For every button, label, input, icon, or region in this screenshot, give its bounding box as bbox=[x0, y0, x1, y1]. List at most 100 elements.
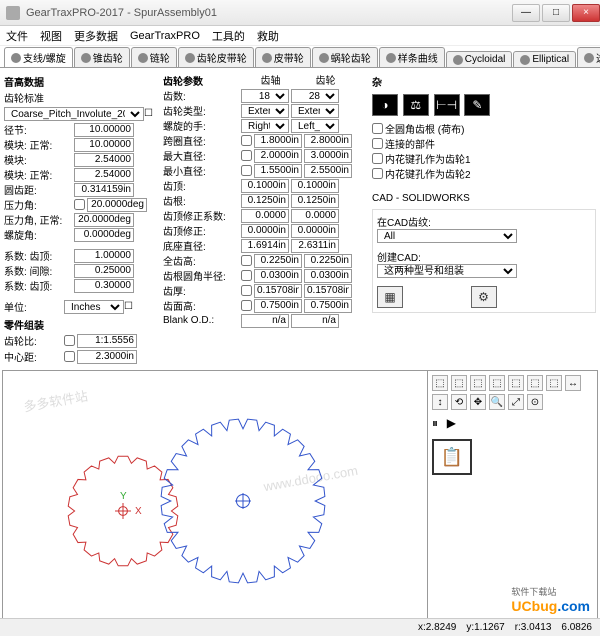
mid-a-3[interactable] bbox=[254, 134, 302, 148]
mid-b-2[interactable]: Left_Hand bbox=[291, 119, 339, 133]
mid-a-5[interactable] bbox=[254, 164, 302, 178]
mid-b-10[interactable] bbox=[291, 239, 339, 253]
mid-cb-5[interactable] bbox=[241, 165, 252, 176]
view-front-icon[interactable]: ⬚ bbox=[451, 375, 467, 391]
maximize-button[interactable]: □ bbox=[542, 4, 570, 22]
menu-geartrax[interactable]: GearTraxPRO bbox=[130, 30, 200, 42]
mid-a-2[interactable]: Right_Han bbox=[241, 119, 289, 133]
view-top-icon[interactable]: ⬚ bbox=[489, 375, 505, 391]
minimize-button[interactable]: — bbox=[512, 4, 540, 22]
view-zoom-icon[interactable]: 🔍 bbox=[489, 394, 505, 410]
tab-1[interactable]: 锥齿轮 bbox=[74, 47, 130, 67]
left-field-3[interactable] bbox=[74, 168, 134, 182]
mid-b-4[interactable] bbox=[304, 149, 352, 163]
menu-file[interactable]: 文件 bbox=[6, 28, 28, 44]
pause-button[interactable]: ⏸ bbox=[432, 416, 438, 430]
tab-4[interactable]: 皮带轮 bbox=[255, 47, 311, 67]
misc-check-3[interactable] bbox=[372, 168, 383, 179]
menu-moredata[interactable]: 更多数据 bbox=[74, 28, 118, 44]
mid-b-12[interactable] bbox=[304, 269, 352, 283]
mid-a-4[interactable] bbox=[254, 149, 302, 163]
view-wire-icon[interactable]: ⬚ bbox=[527, 375, 543, 391]
mid-a-9[interactable] bbox=[241, 224, 289, 238]
mid-cb-12[interactable] bbox=[241, 270, 252, 281]
ratio-field[interactable] bbox=[77, 334, 137, 348]
left-cb-5[interactable] bbox=[74, 199, 85, 210]
tab-2[interactable]: 链轮 bbox=[131, 47, 177, 67]
cad-select[interactable]: All bbox=[377, 229, 517, 243]
mid-b-6[interactable] bbox=[291, 179, 339, 193]
tab-5[interactable]: 蜗轮齿轮 bbox=[312, 47, 378, 67]
view-reset-icon[interactable]: ⊙ bbox=[527, 394, 543, 410]
coef-field-1[interactable] bbox=[74, 264, 134, 278]
ratio-check[interactable] bbox=[64, 335, 75, 346]
misc-check-2[interactable] bbox=[372, 153, 383, 164]
mid-a-13[interactable] bbox=[254, 284, 302, 298]
left-field-2[interactable] bbox=[74, 153, 134, 167]
clipboard-button[interactable]: 📋 bbox=[432, 439, 472, 475]
view-side-icon[interactable]: ⬚ bbox=[470, 375, 486, 391]
mid-b-3[interactable] bbox=[304, 134, 352, 148]
mid-b-0[interactable]: 28 bbox=[291, 89, 339, 103]
tab-0[interactable]: 支线/螺旋 bbox=[4, 47, 73, 67]
tool-icon-1[interactable]: ◑ bbox=[372, 94, 398, 116]
mid-b-11[interactable] bbox=[304, 254, 352, 268]
left-field-1[interactable] bbox=[74, 138, 134, 152]
build-icon[interactable]: ⚙ bbox=[471, 286, 497, 308]
mid-a-6[interactable] bbox=[241, 179, 289, 193]
mid-b-9[interactable] bbox=[291, 224, 339, 238]
mid-b-1[interactable]: External bbox=[291, 104, 339, 118]
play-button[interactable]: ▶ bbox=[447, 416, 456, 430]
mid-a-11[interactable] bbox=[254, 254, 302, 268]
mid-b-13[interactable] bbox=[304, 284, 352, 298]
coef-field-0[interactable] bbox=[74, 249, 134, 263]
left-field-7[interactable] bbox=[74, 228, 134, 242]
view-axis1-icon[interactable]: ↔ bbox=[565, 375, 581, 391]
tool-icon-2[interactable]: ⚖ bbox=[403, 94, 429, 116]
center-field[interactable] bbox=[77, 350, 137, 364]
create-select[interactable]: 这两种型号和组装 bbox=[377, 264, 517, 278]
tab-6[interactable]: 样条曲线 bbox=[379, 47, 445, 67]
misc-check-0[interactable] bbox=[372, 123, 383, 134]
mid-cb-14[interactable] bbox=[241, 300, 252, 311]
left-field-5[interactable] bbox=[87, 198, 147, 212]
tool-icon-4[interactable]: ✎ bbox=[464, 94, 490, 116]
mid-cb-3[interactable] bbox=[241, 135, 252, 146]
mid-cb-13[interactable] bbox=[241, 285, 252, 296]
mid-b-8[interactable] bbox=[291, 209, 339, 223]
left-field-6[interactable] bbox=[74, 213, 134, 227]
canvas[interactable]: 多多软件站 www.ddooo.com XY bbox=[3, 371, 427, 619]
tab-3[interactable]: 齿轮皮带轮 bbox=[178, 47, 254, 67]
view-rot-icon[interactable]: ⟲ bbox=[451, 394, 467, 410]
tool-icon-3[interactable]: ⊢⊣ bbox=[434, 94, 460, 116]
menu-tools[interactable]: 工具的 bbox=[212, 28, 245, 44]
mid-a-8[interactable] bbox=[241, 209, 289, 223]
view-shade-icon[interactable]: ⬚ bbox=[546, 375, 562, 391]
coef-field-2[interactable] bbox=[74, 279, 134, 293]
mid-b-5[interactable] bbox=[304, 164, 352, 178]
gear-std-select[interactable]: Coarse_Pitch_Involute_20deg bbox=[4, 107, 144, 121]
view-iso-icon[interactable]: ⬚ bbox=[432, 375, 448, 391]
left-field-4[interactable] bbox=[74, 183, 134, 197]
menu-view[interactable]: 视图 bbox=[40, 28, 62, 44]
tab-7[interactable]: Cycloidal bbox=[446, 51, 513, 67]
grid-icon[interactable]: ▦ bbox=[377, 286, 403, 308]
mid-a-14[interactable] bbox=[254, 299, 302, 313]
menu-help[interactable]: 救助 bbox=[257, 28, 279, 44]
center-check[interactable] bbox=[64, 351, 75, 362]
tab-9[interactable]: 选项 bbox=[577, 47, 600, 67]
misc-check-1[interactable] bbox=[372, 138, 383, 149]
view-move-icon[interactable]: ✥ bbox=[470, 394, 486, 410]
mid-b-15[interactable] bbox=[291, 314, 339, 328]
mid-a-10[interactable] bbox=[241, 239, 289, 253]
unit-select[interactable]: Inches bbox=[64, 300, 124, 314]
mid-a-12[interactable] bbox=[254, 269, 302, 283]
view-persp-icon[interactable]: ⬚ bbox=[508, 375, 524, 391]
mid-cb-11[interactable] bbox=[241, 255, 252, 266]
view-axis2-icon[interactable]: ↕ bbox=[432, 394, 448, 410]
mid-a-0[interactable]: 18 bbox=[241, 89, 289, 103]
mid-cb-4[interactable] bbox=[241, 150, 252, 161]
close-button[interactable]: × bbox=[572, 4, 600, 22]
mid-a-7[interactable] bbox=[241, 194, 289, 208]
mid-a-1[interactable]: External bbox=[241, 104, 289, 118]
